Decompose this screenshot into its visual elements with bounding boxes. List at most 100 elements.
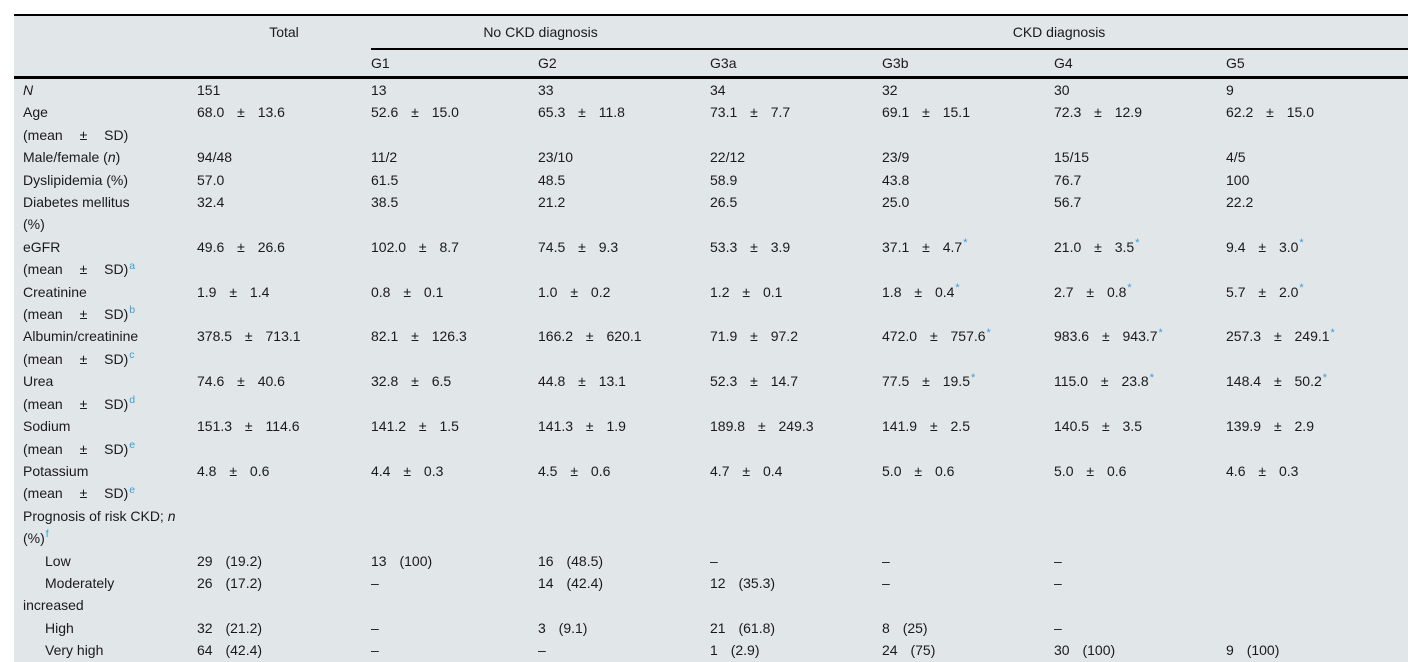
table-cell: 52.6 ± 15.0 [371,104,459,121]
footnote-marker: c [129,349,135,362]
table-cell: 32.8 ± 6.5 [371,373,452,390]
table-cell: 68.0 ± 13.6 [197,104,285,121]
table-cell: 33 [538,82,554,98]
footnote-marker: d [129,394,136,407]
row-label: Moderately increased [23,574,115,614]
table-cell: 52.3 ± 14.7 [710,373,798,390]
significance-star: * [1330,326,1335,339]
table-cell: 94/48 [197,149,233,166]
table-cell [1226,572,1408,617]
table-cell: 1.0 ± 0.2 [538,283,611,300]
significance-star: * [1135,237,1140,250]
table-cell: 148.4 ± 50.2* [1226,371,1328,390]
significance-star: * [1158,326,1163,339]
table-cell: 49.6 ± 26.6 [197,238,285,255]
table-cell: 4.4 ± 0.3 [371,462,444,479]
table-row: Potassium (mean ± SD)e 4.8 ± 0.6 4.4 ± 0.3 4… [14,460,1408,505]
table-cell: 2.7 ± 0.8* [1054,282,1132,300]
table-cell: 257.3 ± 249.1* [1226,326,1335,345]
table-cell: 34 [710,82,726,98]
table-cell: 29 (19.2) [197,552,263,569]
significance-star: * [1299,237,1304,250]
table-cell: 15/15 [1054,149,1090,166]
table-cell: 140.5 ± 3.5 [1054,418,1142,435]
table-cell: – [710,552,718,569]
table-cell [371,505,538,550]
table-cell: – [1054,574,1062,591]
table-cell: 26.5 [710,194,738,211]
column-header-g5: G5 [1226,49,1408,79]
table-cell: 72.3 ± 12.9 [1054,104,1142,121]
table-cell: 102.0 ± 8.7 [371,238,459,255]
table-cell: 141.2 ± 1.5 [371,418,459,435]
table-cell: 43.8 [882,171,910,188]
table-cell: 12 (35.3) [710,574,776,591]
footnote-marker: a [129,259,136,272]
table-cell: 57.0 [197,171,225,188]
table-row: Prognosis of risk CKD; n (%)f [14,505,1408,550]
table-cell: 74.5 ± 9.3 [538,238,619,255]
column-header-row: G1 G2 G3a G3b G4 G5 [14,49,1408,79]
table-row: Age (mean ± SD) 68.0 ± 13.6 52.6 ± 15.0 65.3… [14,101,1408,146]
group-header-no-ckd: No CKD diagnosis [371,15,711,50]
table-cell: 1 (2.9) [710,642,760,659]
table-row: Albumin/creatinine (mean ± SD)c 378.5 ± 71… [14,325,1408,370]
table-cell: 189.8 ± 249.3 [710,418,814,435]
table-cell: – [1054,552,1062,569]
table-cell: 5.0 ± 0.6 [1054,462,1127,479]
table-row: N 151 13 33 34 32 30 9 [14,78,1408,102]
table-cell: 69.1 ± 15.1 [882,104,970,121]
table-cell: 38.5 [371,194,399,211]
table-cell: 21 (61.8) [710,619,776,636]
column-header-g1: G1 [371,49,538,79]
table-cell: 115.0 ± 23.8* [1054,371,1155,390]
table-cell [1226,505,1408,550]
table-cell: 58.9 [710,171,738,188]
table-cell: 22/12 [710,149,746,166]
table-cell: 61.5 [371,171,399,188]
footnote-marker: b [129,304,136,317]
table-cell: 166.2 ± 620.1 [538,328,642,345]
significance-star: * [1127,282,1132,294]
table-cell [1226,617,1408,639]
row-label: Potassium (mean ± SD)e [23,462,136,502]
significance-star: * [986,326,991,339]
table-cell: 13 (100) [371,552,433,569]
table-cell: – [882,552,890,569]
table-cell: 65.3 ± 11.8 [538,104,625,121]
table-cell: 9 (100) [1226,642,1280,659]
table-cell: 5.7 ± 2.0* [1226,282,1304,300]
table-cell: 53.3 ± 3.9 [710,238,791,255]
table-row: Diabetes mellitus (%) 32.4 38.5 21.2 26.5 25.0… [14,191,1408,236]
table-row: Creatinine (mean ± SD)b 1.9 ± 1.4 0.8 ± 0.1… [14,281,1408,326]
table-cell: 1.8 ± 0.4* [882,282,960,300]
table-cell: 13 [371,82,387,98]
table-cell: 983.6 ± 943.7* [1054,326,1163,345]
table-cell: 0.8 ± 0.1 [371,283,444,300]
row-label: Age (mean ± SD) [23,104,129,143]
row-label: eGFR (mean ± SD)a [23,238,136,278]
column-header-g2: G2 [538,49,711,79]
table-row: eGFR (mean ± SD)a 49.6 ± 26.6 102.0 ± 8.7 74… [14,236,1408,281]
row-label: Male/female (n) [23,149,121,166]
table-cell: 141.9 ± 2.5 [882,418,970,435]
table-cell: – [371,574,379,591]
table-cell: 30 [1054,82,1070,98]
significance-star: * [1299,282,1304,294]
table-cell: 24 (75) [882,642,936,659]
column-header-g4: G4 [1054,49,1227,79]
table-cell: 14 (42.4) [538,574,604,591]
table-cell: 25.0 [882,194,910,211]
row-label: Urea (mean ± SD)d [23,373,136,412]
row-label: N [23,82,34,98]
table-cell: 23/10 [538,149,574,166]
significance-star: * [1322,371,1328,384]
table-cell: 9.4 ± 3.0* [1226,237,1304,255]
table-row: Very high 64 (42.4) – – 1 (2.9) 24 (75) 30 (10… [14,639,1408,662]
table-cell: – [371,642,379,659]
table-cell: 77.5 ± 19.5* [882,371,976,390]
table-cell [197,505,371,550]
group-header-ckd: CKD diagnosis [710,15,1408,50]
table-cell: 32 [882,82,898,98]
